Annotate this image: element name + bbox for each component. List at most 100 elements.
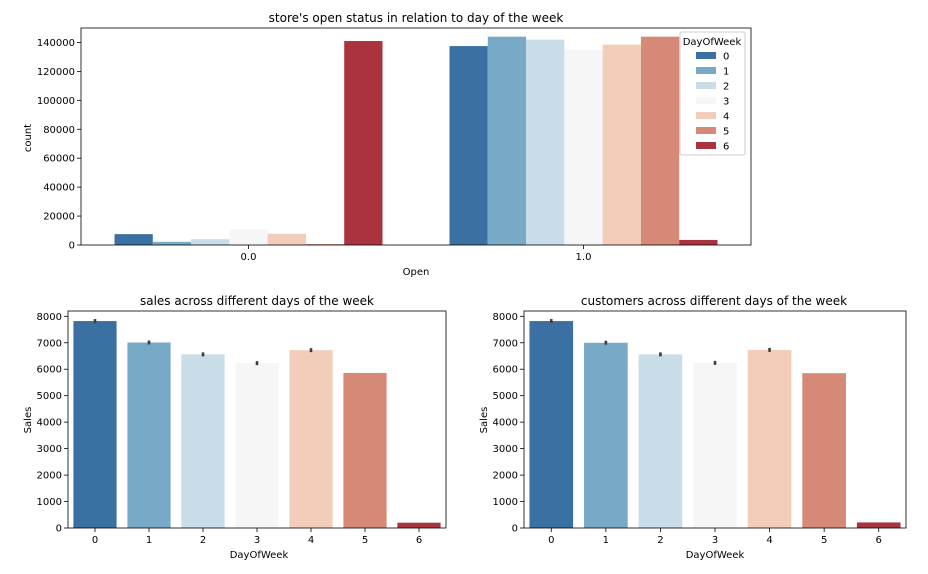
customers-ytick-label: 4000: [493, 418, 518, 429]
customers-ticks: 0 1000 2000 3000 4000 5000 6000 7000 8000 0 1 2 3 4 5 6: [493, 312, 882, 546]
sales-bar-day-0: [73, 321, 117, 528]
sales-ytick-label: 5000: [37, 391, 62, 402]
customers-xtick-label: 4: [766, 535, 772, 546]
sales-bar-day-2: [181, 354, 225, 528]
legend-swatch-day-5: [696, 127, 716, 134]
open-status-bars: [114, 36, 718, 246]
legend-box: [679, 31, 746, 156]
sales-xtick-label: 2: [200, 535, 206, 546]
legend-label-day-1: 1: [723, 67, 729, 78]
legend-swatch-day-0: [696, 52, 716, 59]
open-status-x-label: Open: [403, 267, 430, 278]
customers-chart: customers across different days of the w…: [479, 294, 907, 561]
sales-axes-frame: [67, 310, 447, 529]
legend-items: 0 1 2 3 4 5 6: [696, 52, 729, 153]
customers-y-label: Sales: [479, 407, 490, 434]
legend-label-day-0: 0: [723, 52, 729, 63]
customers-xtick-label: 0: [548, 535, 554, 546]
open-status-ytick-label: 140000: [37, 38, 75, 49]
customers-ytick-label: 8000: [493, 312, 518, 323]
open-status-bar-day-4: [602, 44, 641, 246]
sales-ticks: 0 1000 2000 3000 4000 5000 6000 7000 8000 0 1 2 3 4 5 6: [37, 312, 423, 546]
customers-ytick-label: 1000: [493, 497, 518, 508]
legend-swatch-day-3: [696, 97, 716, 104]
open-status-bar-day-5: [305, 244, 345, 245]
sales-x-label: DayOfWeek: [230, 550, 289, 561]
customers-bar-day-4: [747, 349, 792, 528]
legend-swatch-day-4: [696, 112, 716, 119]
sales-y-label: Sales: [23, 407, 34, 434]
legend-label-day-5: 5: [723, 127, 729, 138]
sales-xtick-label: 0: [92, 535, 98, 546]
open-status-chart: store's open status in relation to day o…: [23, 11, 752, 278]
open-status-y-label: count: [23, 124, 34, 152]
customers-ytick-label: 0: [512, 524, 518, 535]
legend-swatch-day-2: [696, 82, 716, 89]
customers-ytick-label: 2000: [493, 471, 518, 482]
open-status-axes-frame: [80, 27, 752, 246]
sales-bar-day-5: [343, 372, 387, 528]
customers-ytick-label: 7000: [493, 338, 518, 349]
open-status-ytick-label: 0: [69, 241, 75, 252]
sales-ytick-label: 6000: [37, 365, 62, 376]
open-status-ytick-label: 80000: [43, 125, 75, 136]
sales-bar-day-6: [397, 522, 441, 528]
sales-ytick-label: 7000: [37, 338, 62, 349]
open-status-bar-day-3: [564, 49, 603, 246]
open-status-bar-day-1: [487, 36, 527, 246]
open-status-bar-day-0: [449, 46, 488, 246]
open-status-xtick-label: 0.0: [241, 252, 257, 263]
customers-bar-day-5: [802, 373, 846, 528]
open-status-bar-day-4: [267, 233, 306, 245]
customers-axes-frame: [523, 310, 907, 529]
open-status-chart-title: store's open status in relation to day o…: [269, 11, 564, 25]
open-status-xtick-label: 1.0: [576, 252, 592, 263]
sales-ytick-label: 1000: [37, 497, 62, 508]
sales-ytick-label: 2000: [37, 471, 62, 482]
legend-label-day-3: 3: [723, 97, 729, 108]
open-status-bar-day-5: [640, 36, 680, 246]
open-status-ytick-label: 40000: [43, 183, 75, 194]
open-status-bar-day-6: [679, 239, 718, 245]
customers-bar-day-1: [584, 342, 628, 528]
legend-title: DayOfWeek: [683, 37, 742, 48]
customers-ytick-label: 6000: [493, 365, 518, 376]
open-status-bar-day-2: [526, 39, 565, 245]
customers-xtick-label: 6: [876, 535, 882, 546]
sales-bars: [73, 319, 441, 528]
dayofweek-legend: DayOfWeek 0 1 2 3 4 5 6: [679, 31, 746, 156]
customers-x-label: DayOfWeek: [686, 550, 745, 561]
open-status-ytick-label: 120000: [37, 67, 75, 78]
sales-bar-day-1: [127, 342, 171, 528]
sales-ytick-label: 4000: [37, 418, 62, 429]
sales-chart-title: sales across different days of the week: [140, 294, 374, 308]
legend-swatch-day-1: [696, 67, 716, 74]
legend-swatch-day-6: [696, 142, 716, 149]
customers-xtick-label: 1: [603, 535, 609, 546]
open-status-bar-day-6: [344, 41, 383, 245]
customers-ytick-label: 3000: [493, 444, 518, 455]
customers-xtick-label: 5: [821, 535, 827, 546]
sales-chart: sales across different days of the week …: [23, 294, 447, 561]
open-status-bar-day-0: [114, 234, 153, 245]
customers-xtick-label: 3: [712, 535, 718, 546]
sales-xtick-label: 3: [254, 535, 260, 546]
open-status-bar-day-3: [229, 229, 268, 245]
customers-bar-day-0: [529, 321, 574, 528]
sales-xtick-label: 4: [308, 535, 314, 546]
customers-ytick-label: 5000: [493, 391, 518, 402]
customers-xtick-label: 2: [657, 535, 663, 546]
open-status-bar-day-1: [152, 241, 192, 245]
legend-label-day-2: 2: [723, 82, 729, 93]
open-status-ytick-label: 100000: [37, 96, 75, 107]
open-status-ticks: 0 20000 40000 60000 80000 100000 120000 140000 0…: [37, 38, 592, 263]
sales-ytick-label: 3000: [37, 444, 62, 455]
sales-ytick-label: 8000: [37, 312, 62, 323]
open-status-bar-day-2: [191, 239, 230, 245]
sales-xtick-label: 6: [416, 535, 422, 546]
sales-bar-day-4: [289, 350, 333, 528]
customers-bar-day-3: [693, 362, 737, 528]
legend-label-day-6: 6: [723, 142, 729, 153]
customers-bar-day-6: [856, 522, 901, 528]
